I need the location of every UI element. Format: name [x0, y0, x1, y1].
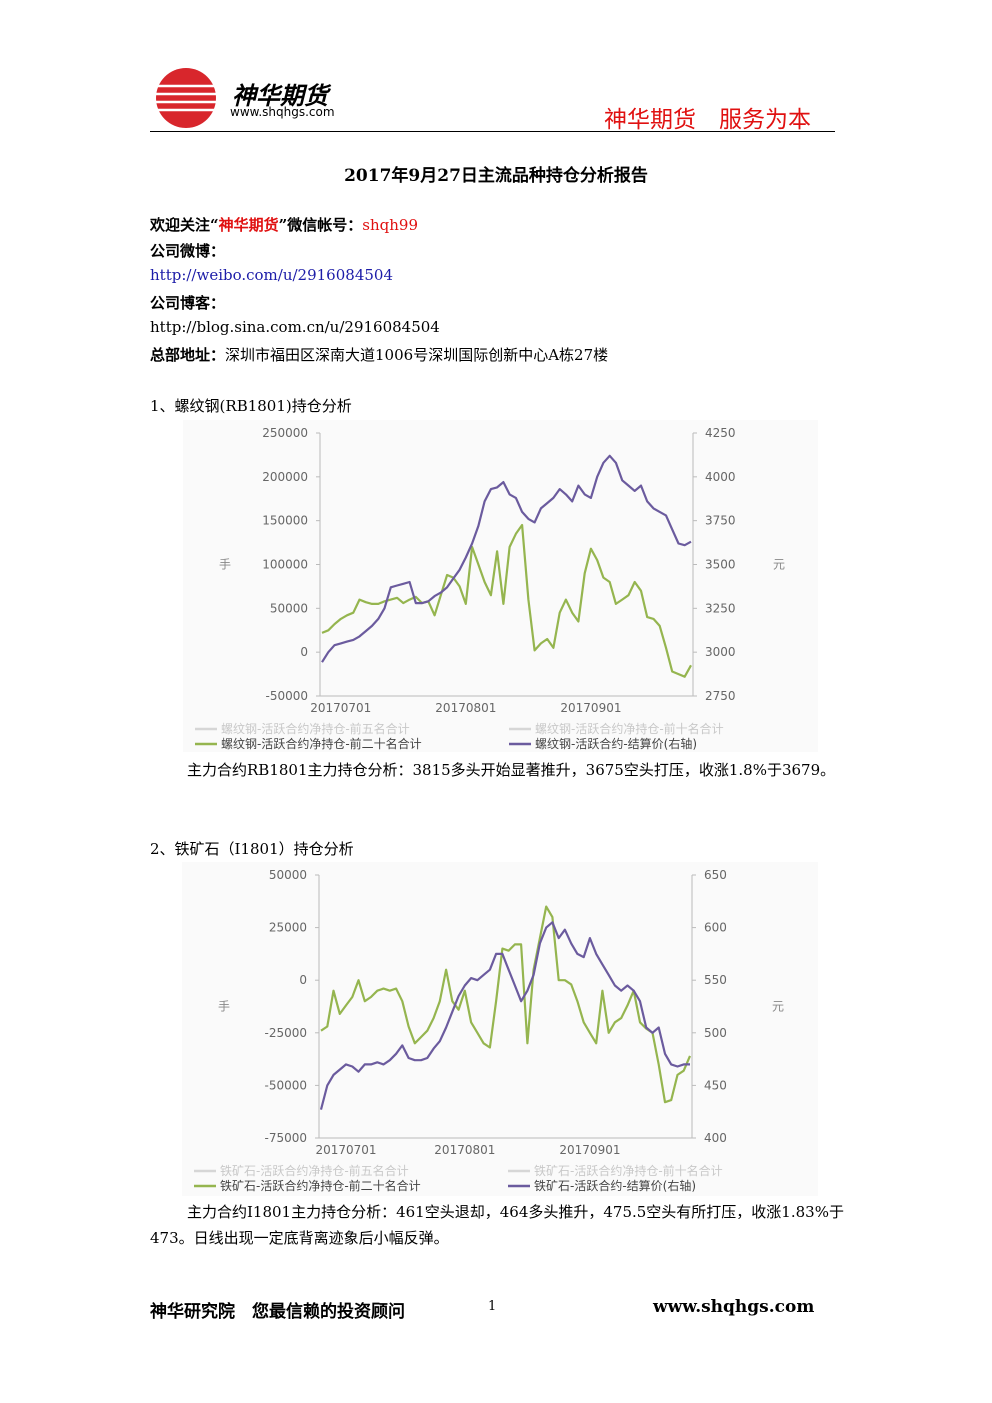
link[interactable]: http://blog.sina.com.cn/u/2916084504 — [150, 318, 440, 336]
legend-label: 螺纹钢-活跃合约净持仓-前二十名合计 — [221, 736, 422, 751]
y2-axis-label: 元 — [772, 1000, 784, 1014]
account: shqh99 — [362, 216, 419, 234]
section-heading: 1、螺纹钢(RB1801)持仓分析 — [150, 397, 352, 415]
y2-tick-label: 3000 — [705, 645, 736, 659]
y2-tick-label: 450 — [704, 1078, 727, 1092]
x-tick-label: 20170701 — [315, 1143, 376, 1157]
text: ”微信帐号： — [278, 216, 363, 234]
logo-url: www.shqhgs.com — [230, 105, 335, 119]
page-number: 1 — [488, 1299, 497, 1314]
y-tick-label: 0 — [300, 645, 308, 659]
y2-tick-label: 4000 — [705, 470, 736, 484]
label: 公司博客： — [150, 294, 226, 312]
series-line — [321, 454, 692, 663]
legend-label: 螺纹钢-活跃合约净持仓-前五名合计 — [221, 721, 410, 736]
y2-tick-label: 600 — [704, 921, 727, 935]
legend-label: 螺纹钢-活跃合约净持仓-前十名合计 — [535, 721, 724, 736]
legend-label: 铁矿石-活跃合约净持仓-前十名合计 — [534, 1163, 723, 1178]
y2-tick-label: 4250 — [705, 426, 736, 440]
legend-label: 铁矿石-活跃合约净持仓-前五名合计 — [220, 1163, 409, 1178]
y-tick-label: 50000 — [270, 601, 308, 615]
x-tick-label: 20170801 — [435, 701, 496, 715]
y-tick-label: -50000 — [265, 689, 308, 703]
x-tick-label: 20170901 — [560, 701, 621, 715]
y-tick-label: 200000 — [262, 470, 308, 484]
x-tick-label: 20170701 — [310, 701, 371, 715]
y-tick-label: 0 — [299, 973, 307, 987]
y2-tick-label: 3250 — [705, 601, 736, 615]
legend-label: 铁矿石-活跃合约-结算价(右轴) — [534, 1178, 696, 1193]
chart: -50000 0 50000 100000 150000 200000 250000 2750… — [183, 420, 818, 752]
y-tick-label: -50000 — [264, 1078, 307, 1092]
label: 总部地址： — [150, 346, 226, 364]
y-tick-label: 250000 — [262, 426, 308, 440]
link[interactable]: http://weibo.com/u/2916084504 — [150, 266, 393, 284]
slogan: 神华期货 服务为本 — [604, 107, 811, 133]
legend-label: 铁矿石-活跃合约净持仓-前二十名合计 — [220, 1178, 421, 1193]
text: 欢迎关注“ — [150, 216, 219, 234]
series-line — [319, 921, 690, 1110]
y2-tick-label: 500 — [704, 1026, 727, 1040]
y-tick-label: 150000 — [262, 514, 308, 528]
y2-tick-label: 550 — [704, 973, 727, 987]
series-line — [320, 905, 692, 1104]
label: 公司微博： — [150, 242, 226, 260]
text: 神华期货 — [218, 216, 279, 234]
y2-axis-label: 元 — [773, 558, 785, 572]
x-tick-label: 20170801 — [434, 1143, 495, 1157]
y-tick-label: -25000 — [264, 1026, 307, 1040]
analysis: 主力合约I1801主力持仓分析：461空头退却，464多头推升，475.5空头有… — [150, 1203, 844, 1247]
legend-label: 螺纹钢-活跃合约-结算价(右轴) — [535, 736, 697, 751]
section-heading: 2、铁矿石（I1801）持仓分析 — [150, 840, 354, 858]
analysis: 主力合约RB1801主力持仓分析：3815多头开始显著推升，3675空头打压，收… — [187, 761, 836, 779]
report-title: 2017年9月27日主流品种持仓分析报告 — [344, 166, 648, 186]
address-line: 总部地址：深圳市福田区深南大道1006号深圳国际创新中心A栋27楼 — [150, 344, 608, 365]
y-axis-label: 手 — [218, 1000, 230, 1014]
logo-name: 神华期货 — [232, 82, 328, 110]
y-tick-label: 25000 — [269, 921, 307, 935]
text: 深圳市福田区深南大道1006号深圳国际创新中心A栋27楼 — [225, 346, 609, 364]
footer-url: www.shqhgs.com — [653, 1297, 815, 1317]
y2-tick-label: 400 — [704, 1131, 727, 1145]
y2-tick-label: 650 — [704, 868, 727, 882]
y2-tick-label: 3500 — [705, 558, 736, 572]
y2-tick-label: 3750 — [705, 514, 736, 528]
y-axis-label: 手 — [219, 558, 231, 572]
y-tick-label: 50000 — [269, 868, 307, 882]
logo-mark — [154, 68, 218, 128]
wechat-line: 欢迎关注“神华期货”微信帐号：shqh99 — [150, 214, 418, 235]
y2-tick-label: 2750 — [705, 689, 736, 703]
y-tick-label: -75000 — [264, 1131, 307, 1145]
footer-left: 神华研究院 您最信赖的投资顾问 — [150, 1302, 405, 1322]
chart: -75000 -50000 -25000 0 25000 50000 400 450 500 55… — [182, 862, 818, 1196]
series-line — [321, 523, 692, 678]
y-tick-label: 100000 — [262, 558, 308, 572]
x-tick-label: 20170901 — [559, 1143, 620, 1157]
header-rule — [150, 131, 835, 132]
